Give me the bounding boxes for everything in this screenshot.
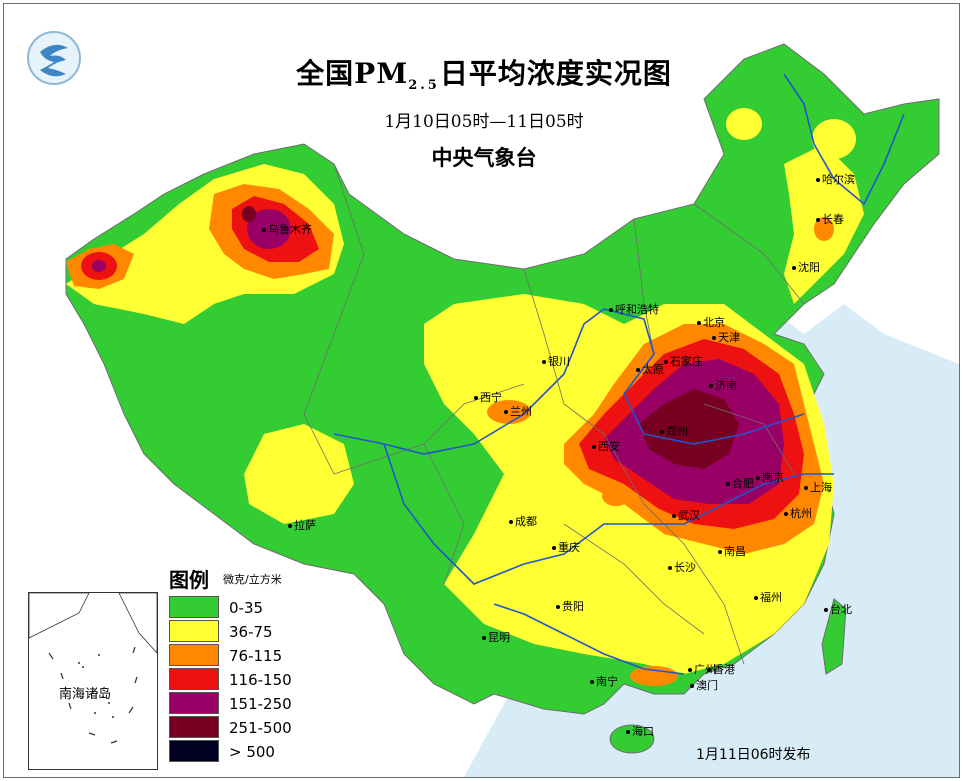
city-shijiazhuang: 石家庄 bbox=[664, 356, 703, 368]
south-china-sea-inset: 南海诸岛 bbox=[28, 592, 158, 770]
legend-label: 116-150 bbox=[229, 671, 292, 689]
taiwan-island bbox=[821, 598, 847, 675]
city-changsha: 长沙 bbox=[668, 562, 696, 574]
city-guangzhou: 广州 bbox=[688, 664, 716, 676]
province-boundaries bbox=[303, 163, 805, 665]
city-zhengzhou: 郑州 bbox=[660, 426, 688, 438]
city-shanghai: 上海 bbox=[804, 482, 832, 494]
city-nanning: 南宁 bbox=[590, 676, 618, 688]
city-urumqi: 乌鲁木齐 bbox=[262, 224, 312, 236]
legend-swatch bbox=[169, 620, 219, 642]
city-changchun: 长春 bbox=[816, 214, 844, 226]
legend-label: 0-35 bbox=[229, 599, 264, 617]
pm25-map bbox=[4, 4, 959, 777]
city-fuzhou: 福州 bbox=[754, 592, 782, 604]
cma-logo-icon bbox=[27, 31, 81, 85]
zone-purple-urumqi bbox=[247, 209, 291, 249]
map-title-block: 全国PM2.5日平均浓度实况图 1月10日05时—11日05时 中央气象台 bbox=[254, 52, 714, 172]
legend-swatch bbox=[169, 740, 219, 762]
legend-label: 36-75 bbox=[229, 623, 273, 641]
legend-item: 76-115 bbox=[169, 644, 369, 666]
city-lanzhou: 兰州 bbox=[504, 406, 532, 418]
city-harbin: 哈尔滨 bbox=[816, 174, 855, 186]
city-hohhot: 呼和浩特 bbox=[609, 304, 659, 316]
city-nanchang: 南昌 bbox=[718, 546, 746, 558]
city-lhasa: 拉萨 bbox=[288, 520, 316, 532]
korea-japan-land bbox=[874, 234, 959, 334]
city-nanjing: 南京 bbox=[756, 472, 784, 484]
zone-orange-changchun bbox=[814, 217, 834, 241]
zone-yellow-harbin bbox=[812, 119, 856, 159]
legend-swatch bbox=[169, 596, 219, 618]
inset-label: 南海诸岛 bbox=[59, 687, 112, 702]
title-suffix: 日平均浓度实况图 bbox=[439, 57, 672, 90]
city-kunming: 昆明 bbox=[482, 632, 510, 644]
title-prefix: 全国PM bbox=[296, 57, 409, 90]
zone-maroon-urumqi bbox=[242, 206, 256, 222]
legend-title: 图例 bbox=[169, 568, 209, 592]
title-subscript: 2.5 bbox=[408, 78, 440, 93]
city-wuhan: 武汉 bbox=[672, 510, 700, 522]
city-xining: 西宁 bbox=[474, 392, 502, 404]
legend-item: > 500 bbox=[169, 740, 369, 762]
legend-label: > 500 bbox=[229, 743, 275, 761]
city-hangzhou: 杭州 bbox=[784, 508, 812, 520]
city-yinchuan: 银川 bbox=[542, 356, 570, 368]
zone-yellow-tibet bbox=[244, 424, 354, 524]
hainan-island bbox=[609, 724, 655, 754]
legend-swatch bbox=[169, 692, 219, 714]
city-chongqing: 重庆 bbox=[552, 542, 580, 554]
city-haikou: 海口 bbox=[626, 726, 654, 738]
city-hongkong: 香港 bbox=[707, 664, 735, 676]
city-tianjin: 天津 bbox=[712, 332, 740, 344]
rivers bbox=[333, 73, 905, 675]
city-taipei: 台北 bbox=[824, 604, 852, 616]
city-taiyuan: 太原 bbox=[636, 364, 664, 376]
zone-purple-west bbox=[92, 260, 106, 272]
legend-swatch bbox=[169, 644, 219, 666]
city-hefei: 合肥 bbox=[726, 478, 754, 490]
organization-name: 中央气象台 bbox=[431, 146, 537, 170]
city-guiyang: 贵阳 bbox=[556, 601, 584, 613]
city-beijing: 北京 bbox=[697, 317, 725, 329]
inset-map bbox=[28, 592, 158, 744]
legend-item: 0-35 bbox=[169, 596, 369, 618]
city-chengdu: 成都 bbox=[509, 516, 537, 528]
city-xian: 西安 bbox=[592, 441, 620, 453]
legend-label: 151-250 bbox=[229, 695, 292, 713]
legend-item: 251-500 bbox=[169, 716, 369, 738]
publish-time: 1月11日06时发布 bbox=[696, 747, 811, 763]
zone-maroon-central bbox=[639, 389, 739, 469]
zone-orange-lanzhou bbox=[487, 400, 531, 424]
map-title: 全国PM2.5日平均浓度实况图 bbox=[254, 52, 714, 93]
legend-item: 116-150 bbox=[169, 668, 369, 690]
city-macau: 澳门 bbox=[690, 680, 718, 692]
time-range: 1月10日05时—11日05时 bbox=[384, 112, 584, 132]
legend-swatch bbox=[169, 668, 219, 690]
legend-label: 76-115 bbox=[229, 647, 283, 665]
zone-yellow-north bbox=[726, 108, 762, 140]
legend-unit: 微克/立方米 bbox=[223, 573, 282, 586]
legend-item: 151-250 bbox=[169, 692, 369, 714]
legend-label: 251-500 bbox=[229, 719, 292, 737]
zone-orange-chuan bbox=[602, 486, 630, 506]
map-frame: 全国PM2.5日平均浓度实况图 1月10日05时—11日05时 中央气象台 乌鲁… bbox=[3, 3, 960, 778]
city-jinan: 济南 bbox=[709, 380, 737, 392]
legend-swatch bbox=[169, 716, 219, 738]
city-shenyang: 沈阳 bbox=[792, 262, 820, 274]
zone-orange-guangdong bbox=[630, 666, 678, 686]
legend-item: 36-75 bbox=[169, 620, 369, 642]
